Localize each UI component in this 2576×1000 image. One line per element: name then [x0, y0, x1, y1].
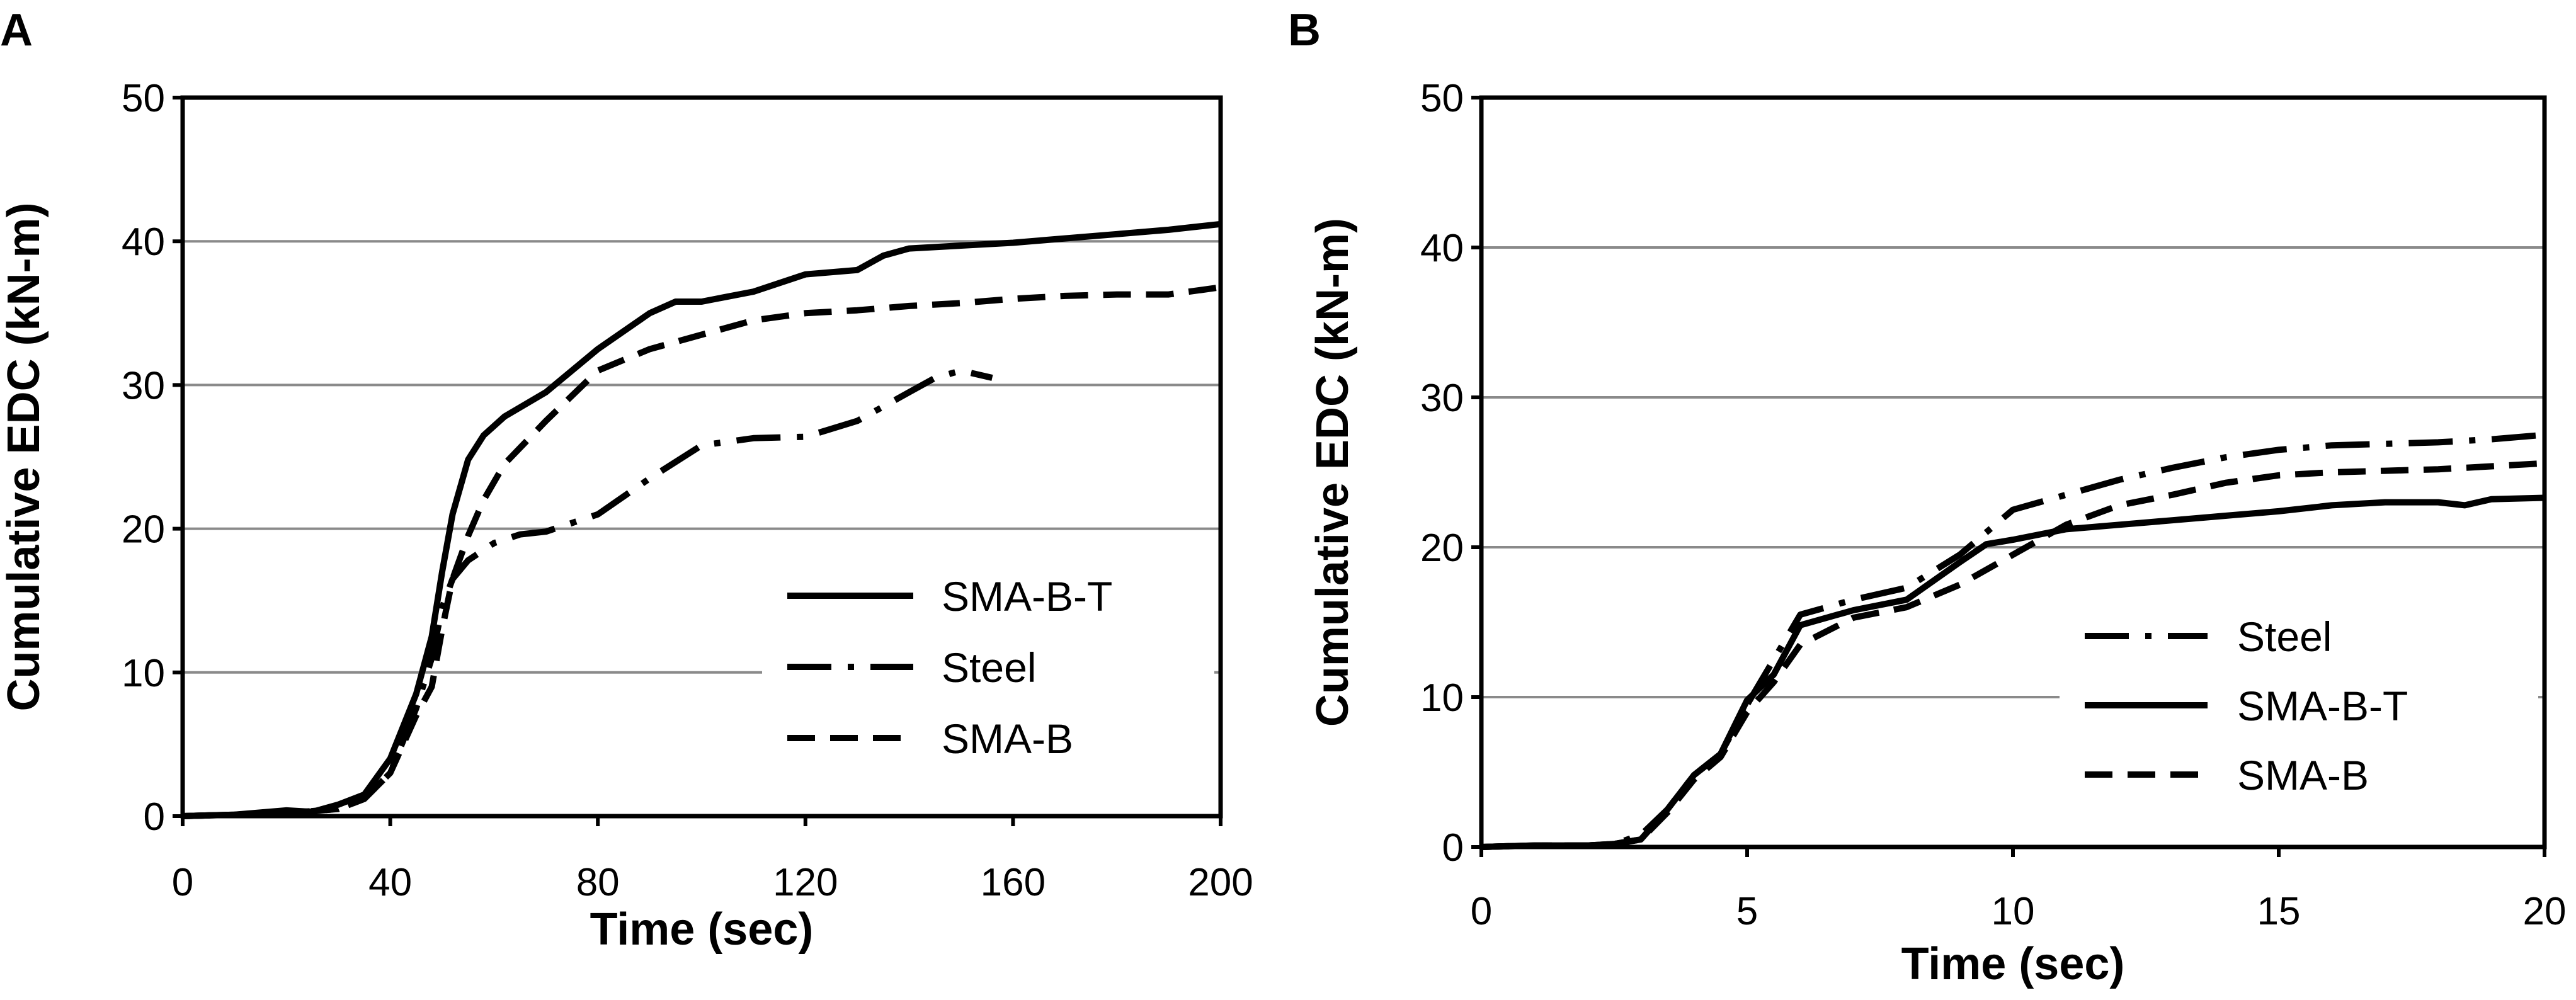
x-tick-label: 160 [981, 861, 1046, 904]
y-tick-label: 10 [122, 652, 165, 695]
y-axis-label: Cumulative EDC (kN-m) [0, 202, 49, 711]
x-axis-label: Time (sec) [590, 904, 814, 955]
legend-label: SMA-B-T [942, 573, 1112, 620]
plot-frame [1479, 95, 2547, 849]
x-tick-label: 200 [1188, 861, 1253, 904]
legend-label: Steel [942, 644, 1036, 691]
y-tick-label: 20 [1420, 526, 1464, 570]
x-tick-label: 5 [1736, 890, 1758, 933]
legend-label: SMA-B [2237, 752, 2369, 798]
y-tick-label: 50 [122, 77, 165, 120]
chart-panel-a: A 0 10 20 30 40 50 0 40 80 120 160 200 SMA-B-T Steel S… [0, 5, 1253, 955]
series-line-sma-b-t [182, 220, 1221, 819]
panel-label-b: B [1288, 5, 1321, 55]
x-tick-label: 120 [773, 861, 838, 904]
x-axis-label: Time (sec) [1901, 939, 2125, 989]
series-line-sma-b [1481, 460, 2545, 850]
y-tick-label: 0 [1442, 826, 1464, 870]
x-tick-label: 40 [368, 861, 412, 904]
y-tick-label: 10 [1420, 676, 1464, 720]
x-tick-label: 0 [1471, 890, 1492, 933]
y-tick-label: 30 [122, 364, 165, 407]
y-axis-label: Cumulative EDC (kN-m) [1308, 218, 1358, 727]
panel-label-a: A [0, 5, 33, 55]
series-line-steel [1481, 431, 2545, 850]
y-tick-label: 0 [144, 795, 165, 839]
y-tick-label: 40 [1420, 227, 1464, 270]
legend-box [762, 552, 1214, 784]
x-tick-label: 20 [2523, 890, 2567, 933]
y-tick-label: 30 [1420, 377, 1464, 420]
y-tick-label: 40 [122, 220, 165, 264]
legend-label: SMA-B-T [2237, 683, 2408, 729]
plot-frame [180, 95, 1223, 819]
x-tick-label: 15 [2257, 890, 2301, 933]
x-tick-label: 10 [1992, 890, 2035, 933]
y-tick-label: 20 [122, 508, 165, 552]
series-line-sma-b [182, 284, 1221, 819]
legend-label: SMA-B [942, 715, 1073, 762]
legend-label: Steel [2237, 613, 2332, 660]
chart-panel-b: B 0 10 20 30 40 50 0 5 10 15 20 Steel SMA-B-T SMA-B Ti… [1288, 5, 2566, 989]
x-tick-label: 0 [172, 861, 193, 904]
x-tick-label: 80 [576, 861, 620, 904]
y-tick-label: 50 [1420, 77, 1464, 120]
